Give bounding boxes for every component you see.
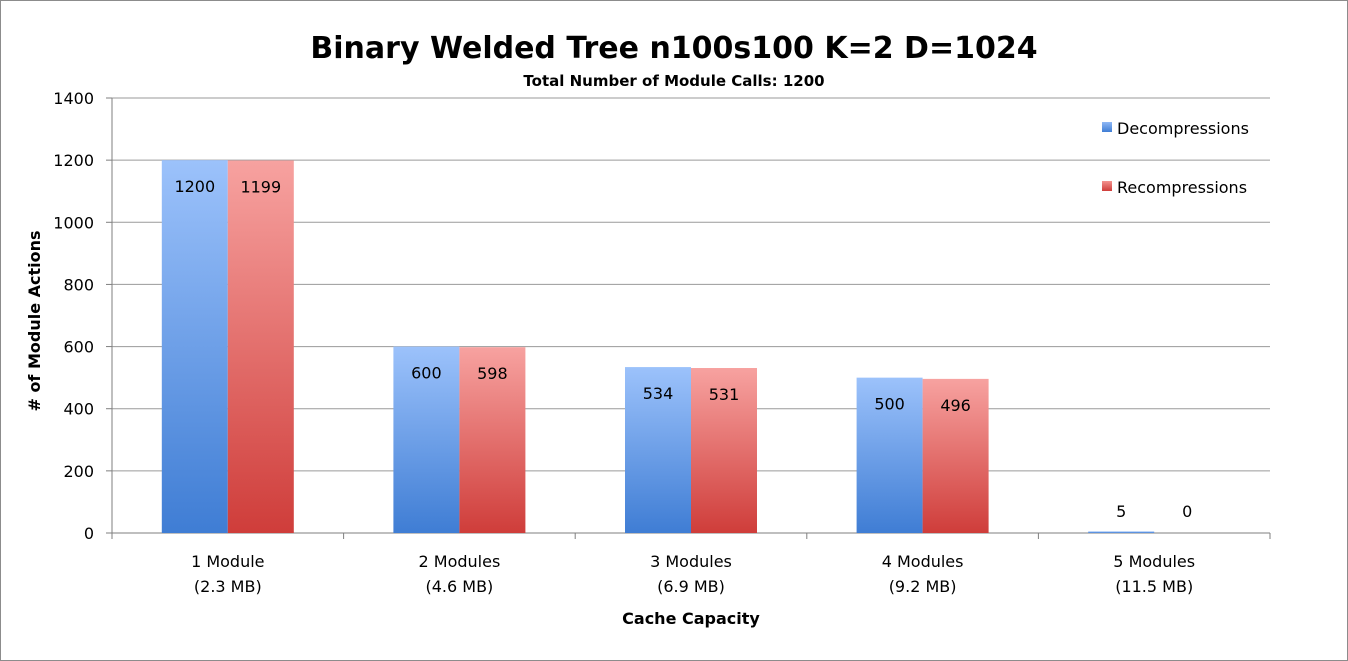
y-tick-label: 400 (63, 400, 94, 419)
bar-recompressions (691, 368, 757, 533)
bar-recompressions (922, 378, 989, 533)
data-label: 5 (1116, 502, 1126, 521)
x-tick-label: (2.3 MB) (194, 577, 262, 596)
legend-label-decompressions: Decompressions (1117, 119, 1249, 138)
data-label: 0 (1182, 502, 1192, 521)
legend-swatch-recompressions (1102, 181, 1112, 191)
x-tick-label: 3 Modules (650, 552, 732, 571)
data-label: 534 (643, 384, 674, 403)
x-tick-label: (6.9 MB) (657, 577, 725, 596)
legend-swatch-decompressions (1102, 122, 1112, 132)
bar-decompressions (856, 377, 923, 533)
data-label: 500 (874, 395, 905, 414)
x-axis-title: Cache Capacity (622, 609, 760, 628)
data-label: 496 (940, 396, 971, 415)
bar-decompressions (625, 367, 691, 533)
chart-title: Binary Welded Tree n100s100 K=2 D=1024 (310, 31, 1037, 66)
x-tick-label: (4.6 MB) (426, 577, 494, 596)
x-tick-label: 4 Modules (882, 552, 964, 571)
y-tick-label: 200 (63, 462, 94, 481)
y-axis-ticks: 0 200 400 600 800 1000 1200 1400 (53, 89, 94, 543)
legend: Decompressions Recompressions (1102, 119, 1249, 197)
y-tick-label: 0 (84, 524, 94, 543)
x-tick-label: 1 Module (191, 552, 264, 571)
x-tick-label: (11.5 MB) (1115, 577, 1193, 596)
bar-decompressions (393, 346, 460, 533)
data-label: 598 (477, 364, 508, 383)
legend-label-recompressions: Recompressions (1117, 178, 1247, 197)
y-tick-label: 1400 (53, 89, 94, 108)
data-labels: 1200 600 534 500 5 1199 598 531 496 0 (174, 177, 1192, 521)
bar-recompressions (459, 347, 526, 533)
chart-subtitle: Total Number of Module Calls: 1200 (523, 72, 824, 90)
x-tick-label: 2 Modules (419, 552, 501, 571)
gridlines (106, 97, 1271, 539)
y-tick-label: 800 (63, 275, 94, 294)
y-tick-label: 1000 (53, 213, 94, 232)
bars (161, 160, 1155, 534)
data-label: 600 (411, 364, 442, 383)
bar-recompressions (227, 160, 294, 534)
data-label: 531 (709, 385, 740, 404)
y-tick-label: 1200 (53, 151, 94, 170)
data-label: 1199 (240, 177, 281, 196)
x-tick-label: 5 Modules (1113, 552, 1195, 571)
y-axis-title: # of Module Actions (25, 230, 44, 411)
data-label: 1200 (174, 177, 215, 196)
bar-decompressions (1088, 531, 1155, 533)
x-tick-label: (9.2 MB) (889, 577, 957, 596)
x-axis-ticks: 1 Module (2.3 MB) 2 Modules (4.6 MB) 3 Modul… (191, 552, 1195, 596)
bar-decompressions (161, 160, 228, 533)
y-tick-label: 600 (63, 338, 94, 357)
